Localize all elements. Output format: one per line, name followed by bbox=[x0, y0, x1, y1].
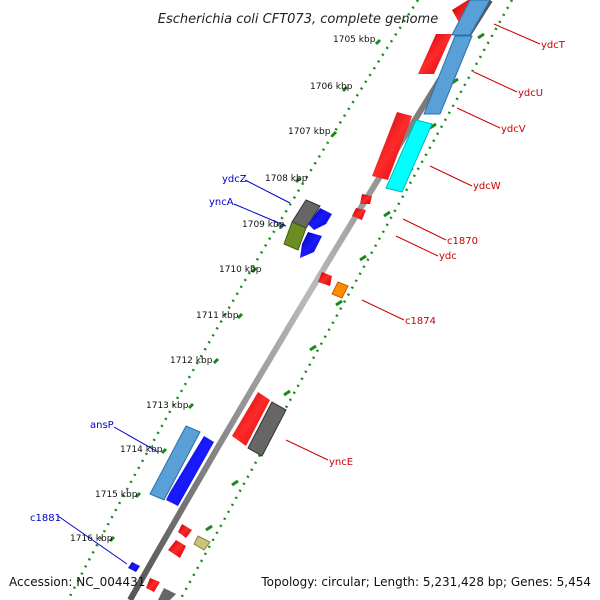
scale-label: 1712 kbp bbox=[170, 356, 213, 366]
feature-c1881[interactable] bbox=[128, 562, 140, 572]
map-title: Escherichia coli CFT073, complete genome bbox=[158, 12, 438, 27]
genome-summary: Topology: circular; Length: 5,231,428 bp… bbox=[260, 575, 591, 589]
scale-label: 1706 kbp bbox=[310, 82, 353, 92]
leader-line bbox=[244, 179, 291, 204]
scale-label: 1705 kbp bbox=[333, 35, 376, 45]
feature-ydc[interactable] bbox=[352, 208, 366, 220]
scale-label: 1708 kbp bbox=[265, 174, 308, 184]
scale-label: 1714 kbp bbox=[120, 445, 163, 455]
reverse-gene-labels: ydcT ydcU ydcV ydcW c1870 ydc c1874 yncE bbox=[285, 23, 566, 468]
leader-line bbox=[473, 71, 518, 93]
gene-label-c1874[interactable]: c1874 bbox=[405, 316, 436, 327]
reverse-features bbox=[146, 0, 491, 600]
gene-label-c1881[interactable]: c1881 bbox=[30, 513, 61, 524]
gene-label-ydc[interactable]: ydc bbox=[439, 251, 457, 262]
leader-line bbox=[113, 426, 159, 453]
feature-c1874[interactable] bbox=[331, 281, 349, 299]
feature-yncE[interactable] bbox=[232, 392, 270, 446]
feature-ansP[interactable] bbox=[149, 425, 201, 501]
scale-label: 1709 kbp bbox=[242, 220, 285, 230]
gene-label-ydcT[interactable]: ydcT bbox=[541, 40, 566, 51]
feature-small-khaki[interactable] bbox=[193, 535, 211, 551]
reverse-tick-track bbox=[178, 0, 514, 600]
gene-label-yncA[interactable]: yncA bbox=[209, 197, 234, 208]
feature-ydcW[interactable] bbox=[385, 119, 433, 193]
leader-line bbox=[395, 235, 439, 257]
inner-major-ticks bbox=[108, 38, 382, 543]
feature-ansP-blue[interactable] bbox=[166, 436, 214, 506]
feature-ydcU-rna[interactable] bbox=[423, 35, 473, 115]
scale-label: 1707 kbp bbox=[288, 127, 331, 137]
forward-features bbox=[128, 199, 332, 572]
scale-label: 1711 kbp bbox=[196, 311, 239, 321]
leader-line bbox=[285, 439, 329, 461]
leader-line bbox=[233, 203, 287, 227]
feature-small-gray-b[interactable] bbox=[158, 588, 176, 600]
feature-yncA-blue[interactable] bbox=[300, 232, 322, 258]
gene-label-c1870[interactable]: c1870 bbox=[447, 236, 478, 247]
feature-small-red-3[interactable] bbox=[146, 578, 160, 592]
leader-line bbox=[57, 515, 128, 565]
feature-yncE-gray[interactable] bbox=[247, 401, 287, 457]
feature-ydcU[interactable] bbox=[418, 34, 452, 74]
feature-ydcT-rna[interactable] bbox=[451, 0, 491, 36]
feature-c1870-b[interactable] bbox=[318, 272, 332, 286]
gene-label-ydcW[interactable]: ydcW bbox=[473, 181, 501, 192]
accession-label: Accession: NC_004431 bbox=[9, 575, 145, 589]
feature-small-red-2[interactable] bbox=[168, 540, 186, 558]
scale-label: 1710 kbp bbox=[219, 265, 262, 275]
gene-label-ydcV[interactable]: ydcV bbox=[501, 124, 526, 135]
leader-line bbox=[456, 107, 501, 129]
scale-label: 1715 kbp bbox=[95, 490, 138, 500]
leader-line bbox=[429, 165, 473, 187]
feature-c1870[interactable] bbox=[360, 194, 372, 204]
leader-line bbox=[493, 23, 541, 45]
feature-yncA[interactable] bbox=[283, 221, 307, 251]
leader-line bbox=[402, 218, 447, 241]
leader-line bbox=[361, 299, 405, 321]
feature-ydcV[interactable] bbox=[372, 112, 412, 180]
feature-ydcZ-blue[interactable] bbox=[308, 208, 332, 230]
feature-small-red-1[interactable] bbox=[178, 524, 192, 538]
gene-label-ydcZ[interactable]: ydcZ bbox=[222, 174, 247, 185]
gene-label-ydcU[interactable]: ydcU bbox=[518, 88, 543, 99]
forward-gene-labels: ydcZ yncA ansP c1881 bbox=[30, 174, 291, 565]
gene-label-ansP[interactable]: ansP bbox=[90, 420, 114, 431]
gene-label-yncE[interactable]: yncE bbox=[329, 457, 353, 468]
scale-label: 1713 kbp bbox=[146, 401, 189, 411]
forward-tick-track bbox=[66, 0, 420, 600]
